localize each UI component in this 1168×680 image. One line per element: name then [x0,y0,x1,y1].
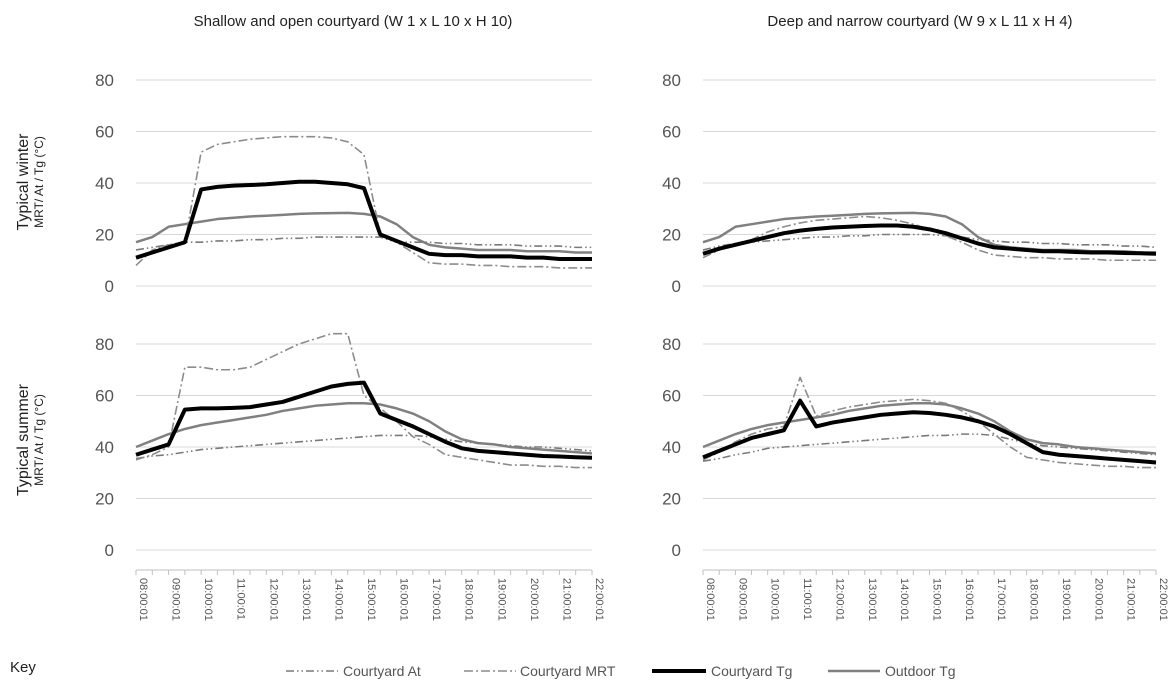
summer-shallow-x-tick-label: 16:00:01 [398,578,410,621]
row-label-winter-title: Typical winter [15,133,32,231]
winter-deep-y-tick-label: 40 [662,174,681,193]
summer-shallow-x-tick-label: 10:00:01 [202,578,214,621]
summer-shallow-x-tick-label: 11:00:01 [235,578,247,620]
summer-shallow-x-tick-label: 21:00:01 [560,578,572,621]
summer-deep-series-courtyard-at [702,433,1157,462]
row-label-summer-subtitle: MRT/ At / Tg (°C) [32,394,46,486]
gridlines-layer [136,79,1156,551]
legend-label-courtyard-mrt: Courtyard MRT [520,663,616,679]
column-title-shallow: Shallow and open courtyard (W 1 x L 10 x… [194,13,513,30]
winter-shallow-y-tick-label: 0 [105,277,114,296]
summer-deep-x-tick-label: 14:00:01 [898,578,910,621]
summer-shallow-x-tick-label: 19:00:01 [495,578,507,621]
summer-deep-x-tick-label: 18:00:01 [1028,578,1040,621]
summer-deep-series-outdoor-tg [702,401,1157,455]
summer-deep-x-tick-label: 10:00:01 [769,578,781,621]
ticks-layer: 0 20 40 60 80 0 20 40 60 80 0 20 40 60 80 08:00:01 09:00… [95,71,1168,621]
key-label: Key [10,659,36,676]
winter-deep-series-courtyard-tg [702,223,1157,256]
summer-deep-y-tick-label: 80 [662,335,681,354]
summer-deep-x-tick-label: 16:00:01 [963,578,975,621]
summer-shallow-y-tick-label: 60 [95,387,114,406]
winter-deep-y-tick-label: 60 [662,123,681,142]
summer-shallow-x-tick-label: 15:00:01 [365,578,377,621]
summer-shallow-y-tick-label: 80 [95,335,114,354]
summer-shallow-x-tick-label: 18:00:01 [463,578,475,621]
winter-shallow-series-courtyard-at [135,236,592,251]
summer-deep-x-tick-label: 21:00:01 [1125,578,1137,621]
summer-deep-x-tick-label: 09:00:01 [736,578,748,621]
summer-deep-y-tick-label: 20 [662,490,681,509]
summer-shallow-series-courtyard-at [135,434,593,460]
winter-shallow-series-courtyard-tg [135,179,592,261]
summer-shallow-x-tick-label: 13:00:01 [300,578,312,621]
summer-deep-x-tick-label: 20:00:01 [1092,578,1104,621]
summer-shallow-y-tick-label: 0 [105,541,114,560]
summer-deep-y-tick-label: 40 [662,438,681,457]
summer-deep-x-tick-label: 11:00:01 [801,578,813,620]
summer-deep-series-courtyard-mrt [702,376,1156,469]
summer-shallow-x-tick-label: 09:00:01 [170,578,182,621]
legend-label-courtyard-at: Courtyard At [343,663,421,679]
winter-shallow-series-outdoor-tg [135,211,592,254]
column-title-deep: Deep and narrow courtyard (W 9 x L 11 x … [767,13,1072,30]
winter-shallow-series-courtyard-mrt [135,135,592,269]
row-label-summer: Typical summer MRT/ At / Tg (°C) [15,383,46,496]
summer-shallow-x-tick-label: 22:00:01 [593,578,605,621]
summer-deep-y-tick-label: 0 [672,541,681,560]
summer-shallow-x-tick-label: 17:00:01 [430,578,442,621]
legend-label-courtyard-tg: Courtyard Tg [711,663,792,679]
summer-shallow-y-tick-label: 20 [95,490,114,509]
winter-shallow-y-tick-label: 80 [95,71,114,90]
winter-deep-y-tick-label: 80 [662,71,681,90]
winter-shallow-y-tick-label: 40 [95,174,114,193]
summer-shallow-series-outdoor-tg [135,401,593,455]
summer-deep-x-tick-label: 12:00:01 [833,578,845,621]
winter-deep-series-courtyard-at [702,233,1157,251]
row-label-summer-title: Typical summer [15,383,32,496]
summer-deep-x-tick-label: 13:00:01 [866,578,878,621]
winter-shallow-y-tick-label: 60 [95,123,114,142]
winter-shallow-y-tick-label: 20 [95,226,114,245]
winter-deep-series-outdoor-tg [702,211,1156,254]
summer-deep-x-tick-label: 17:00:01 [995,578,1007,621]
summer-deep-series-courtyard-tg [702,398,1157,465]
legend-label-outdoor-tg: Outdoor Tg [885,663,956,679]
summer-deep-y-tick-label: 60 [662,387,681,406]
winter-deep-y-tick-label: 0 [672,277,681,296]
summer-shallow-y-tick-label: 40 [95,438,114,457]
summer-shallow-x-tick-label: 12:00:01 [267,578,279,621]
summer-shallow-x-tick-label: 20:00:01 [528,578,540,621]
summer-shallow-x-tick-label: 14:00:01 [332,578,344,621]
summer-deep-x-tick-label: 15:00:01 [931,578,943,621]
summer-shallow-series-courtyard-tg [135,380,593,460]
row-label-winter: Typical winter MRT/ At / Tg (°C) [15,133,46,231]
summer-deep-x-tick-label: 08:00:01 [704,578,716,621]
legend: Courtyard At Courtyard MRT Courtyard Tg … [286,663,956,679]
series-layer [135,135,1157,469]
summer-deep-x-tick-label: 19:00:01 [1060,578,1072,621]
row-label-winter-subtitle: MRT/ At / Tg (°C) [32,136,46,228]
summer-deep-x-tick-label: 22:00:01 [1157,578,1168,621]
winter-deep-y-tick-label: 20 [662,226,681,245]
summer-shallow-series-courtyard-mrt [135,332,592,469]
summer-shallow-x-tick-label: 08:00:01 [137,578,149,621]
